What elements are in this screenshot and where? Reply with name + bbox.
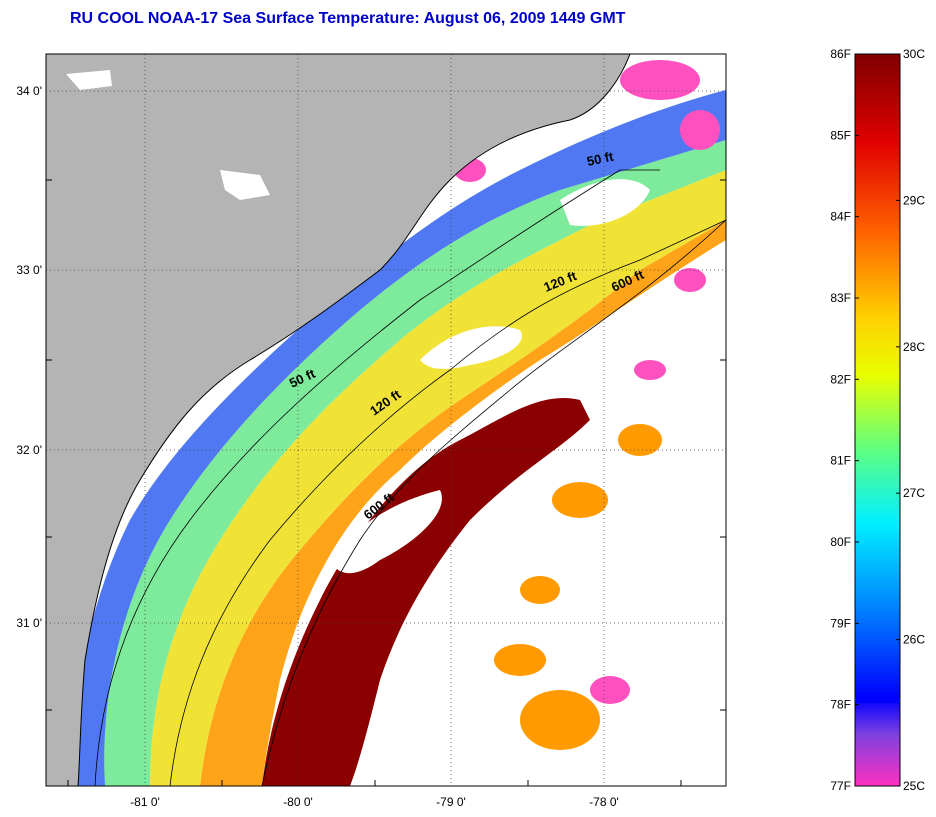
sst-band-yellow [150, 170, 726, 786]
lon-tick-label: -81 0' [130, 795, 160, 809]
lat-tick-label: 31 0' [16, 616, 42, 630]
colorbar-fahrenheit-label: 81F [830, 454, 851, 468]
map-frame [45, 53, 727, 787]
sst-band-green [104, 140, 726, 786]
colorbar-fahrenheit-label: 83F [830, 291, 851, 305]
gulf-stream-core [262, 398, 590, 786]
lon-tick-label: -79 0' [436, 795, 466, 809]
colorbar-fahrenheit-label: 84F [830, 210, 851, 224]
coastline [77, 54, 631, 786]
colorbar-fahrenheit-label: 79F [830, 616, 851, 630]
colorbar-celsius-label: 26C [903, 633, 925, 647]
map-grid [46, 54, 726, 786]
inland-lake [220, 170, 270, 200]
sst-band-blue [70, 90, 726, 786]
offshore-sst-patches [454, 60, 720, 750]
colorbar-celsius-label: 29C [903, 193, 925, 207]
colorbar-blue-band [855, 697, 900, 703]
colorbar-fahrenheit-label: 85F [830, 128, 851, 142]
lat-tick-label: 34 0' [16, 84, 42, 98]
color-scale-bar: 86F 85F 84F 83F 82F 81F 80F 79F 78F 77F 30C 29C 28C… [830, 47, 925, 793]
map-title: RU COOL NOAA-17 Sea Surface Temperature:… [70, 10, 626, 27]
lat-tick-label: 33 0' [16, 263, 42, 277]
contour-label: 50 ft [586, 149, 616, 169]
lon-tick-label: -80 0' [283, 795, 313, 809]
colorbar-fahrenheit-label: 78F [830, 698, 851, 712]
lat-tick-label: 32 0' [16, 443, 42, 457]
colorbar-fahrenheit-label: 80F [830, 535, 851, 549]
map-area [46, 54, 726, 786]
cloud-patch [330, 490, 442, 574]
sst-band-orange [200, 220, 726, 786]
map-minor-ticks [46, 179, 726, 786]
colorbar-gradient [854, 53, 901, 787]
colorbar-celsius-label: 27C [903, 486, 925, 500]
colorbar-fahrenheit-label: 82F [830, 372, 851, 386]
colorbar-fahrenheit-label: 86F [830, 47, 851, 61]
contour-line-50ft [94, 169, 660, 786]
colorbar-fahrenheit-label: 77F [830, 779, 851, 793]
inland-lake [66, 70, 112, 90]
lon-tick-label: -78 0' [589, 795, 619, 809]
contour-line-600ft [261, 219, 726, 786]
colorbar-celsius-label: 28C [903, 340, 925, 354]
contour-line-120ft [169, 219, 726, 786]
colorbar-celsius-label: 30C [903, 47, 925, 61]
cloud-patch [420, 326, 522, 369]
land-mass [46, 54, 630, 786]
cloud-patch [560, 179, 650, 226]
colorbar-celsius-label: 25C [903, 779, 925, 793]
